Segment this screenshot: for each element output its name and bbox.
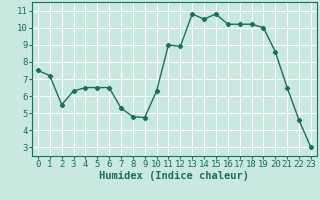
X-axis label: Humidex (Indice chaleur): Humidex (Indice chaleur)	[100, 171, 249, 181]
